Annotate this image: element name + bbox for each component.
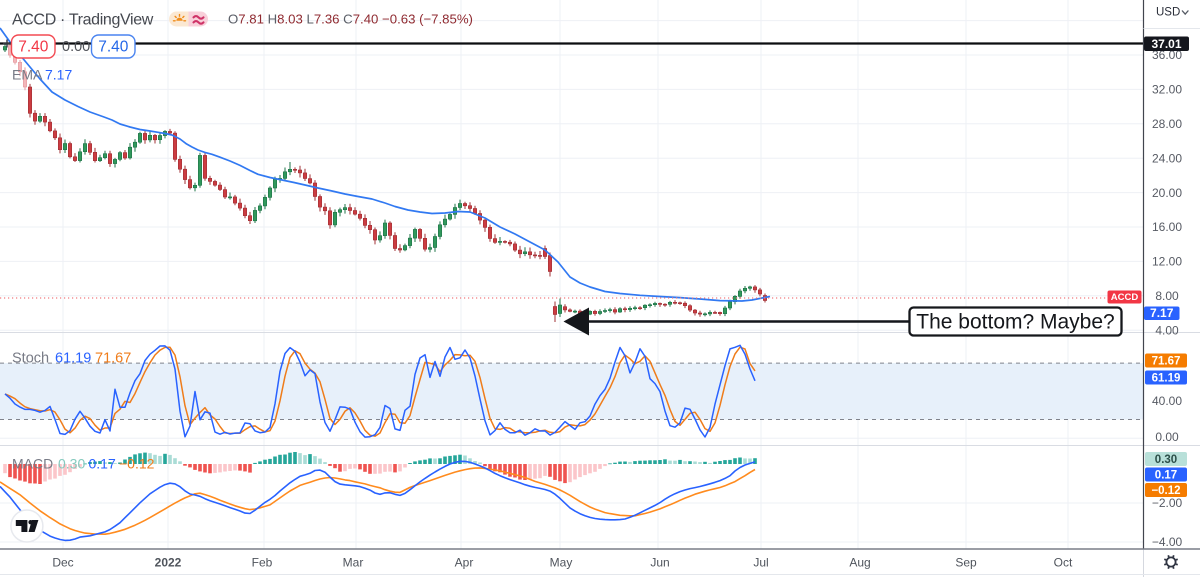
svg-text:Jul: Jul (753, 556, 768, 570)
svg-text:USD: USD (1156, 7, 1180, 19)
svg-text:MACD: MACD (12, 456, 53, 472)
svg-text:Oct: Oct (1054, 556, 1073, 570)
svg-text:−4.00: −4.00 (1152, 535, 1183, 549)
svg-text:0.17: 0.17 (89, 456, 116, 472)
svg-text:28.00: 28.00 (1152, 117, 1182, 131)
svg-text:37.01: 37.01 (1151, 37, 1181, 51)
svg-text:7.40: 7.40 (98, 38, 129, 55)
svg-text:40.00: 40.00 (1152, 394, 1182, 408)
svg-text:61.19: 61.19 (55, 351, 91, 367)
svg-text:Aug: Aug (849, 556, 870, 570)
svg-text:8.00: 8.00 (1155, 289, 1179, 303)
svg-text:61.19: 61.19 (1152, 373, 1181, 385)
svg-text:Dec: Dec (52, 556, 73, 570)
svg-text:EMA: EMA (12, 67, 43, 83)
svg-text:Feb: Feb (252, 556, 273, 570)
svg-text:May: May (550, 556, 573, 570)
svg-text:7.40: 7.40 (18, 38, 49, 55)
svg-text:32.00: 32.00 (1152, 83, 1182, 97)
svg-text:24.00: 24.00 (1152, 151, 1182, 165)
svg-text:ACCD · TradingView: ACCD · TradingView (12, 12, 154, 29)
svg-text:7.17: 7.17 (1150, 306, 1174, 320)
svg-text:36.00: 36.00 (1152, 48, 1182, 62)
svg-text:ACCD: ACCD (1111, 292, 1139, 303)
svg-text:−0.12: −0.12 (119, 456, 155, 472)
svg-text:71.67: 71.67 (95, 351, 131, 367)
svg-text:2022: 2022 (155, 556, 182, 570)
svg-text:12.00: 12.00 (1152, 255, 1182, 269)
svg-text:−0.12: −0.12 (1151, 485, 1180, 497)
svg-text:7.17: 7.17 (45, 67, 72, 83)
svg-text:0.30: 0.30 (1155, 454, 1177, 466)
svg-text:71.67: 71.67 (1152, 356, 1181, 368)
svg-text:−2.00: −2.00 (1152, 496, 1183, 510)
svg-text:4.00: 4.00 (1155, 323, 1179, 337)
svg-text:Mar: Mar (343, 556, 364, 570)
svg-text:Sep: Sep (955, 556, 977, 570)
svg-text:16.00: 16.00 (1152, 220, 1182, 234)
svg-text:Apr: Apr (455, 556, 474, 570)
svg-text:0.00: 0.00 (62, 39, 90, 55)
svg-text:0.17: 0.17 (1155, 470, 1177, 482)
svg-text:O7.81 H8.03 L7.36 C7.40 −0.63: O7.81 H8.03 L7.36 C7.40 −0.63 (−7.85%) (228, 12, 473, 27)
svg-text:The bottom? Maybe?: The bottom? Maybe? (916, 311, 1114, 334)
svg-text:0.00: 0.00 (1155, 430, 1179, 444)
svg-text:Jun: Jun (650, 556, 669, 570)
svg-text:Stoch: Stoch (12, 351, 49, 367)
svg-text:20.00: 20.00 (1152, 186, 1182, 200)
svg-text:0.30: 0.30 (58, 456, 85, 472)
